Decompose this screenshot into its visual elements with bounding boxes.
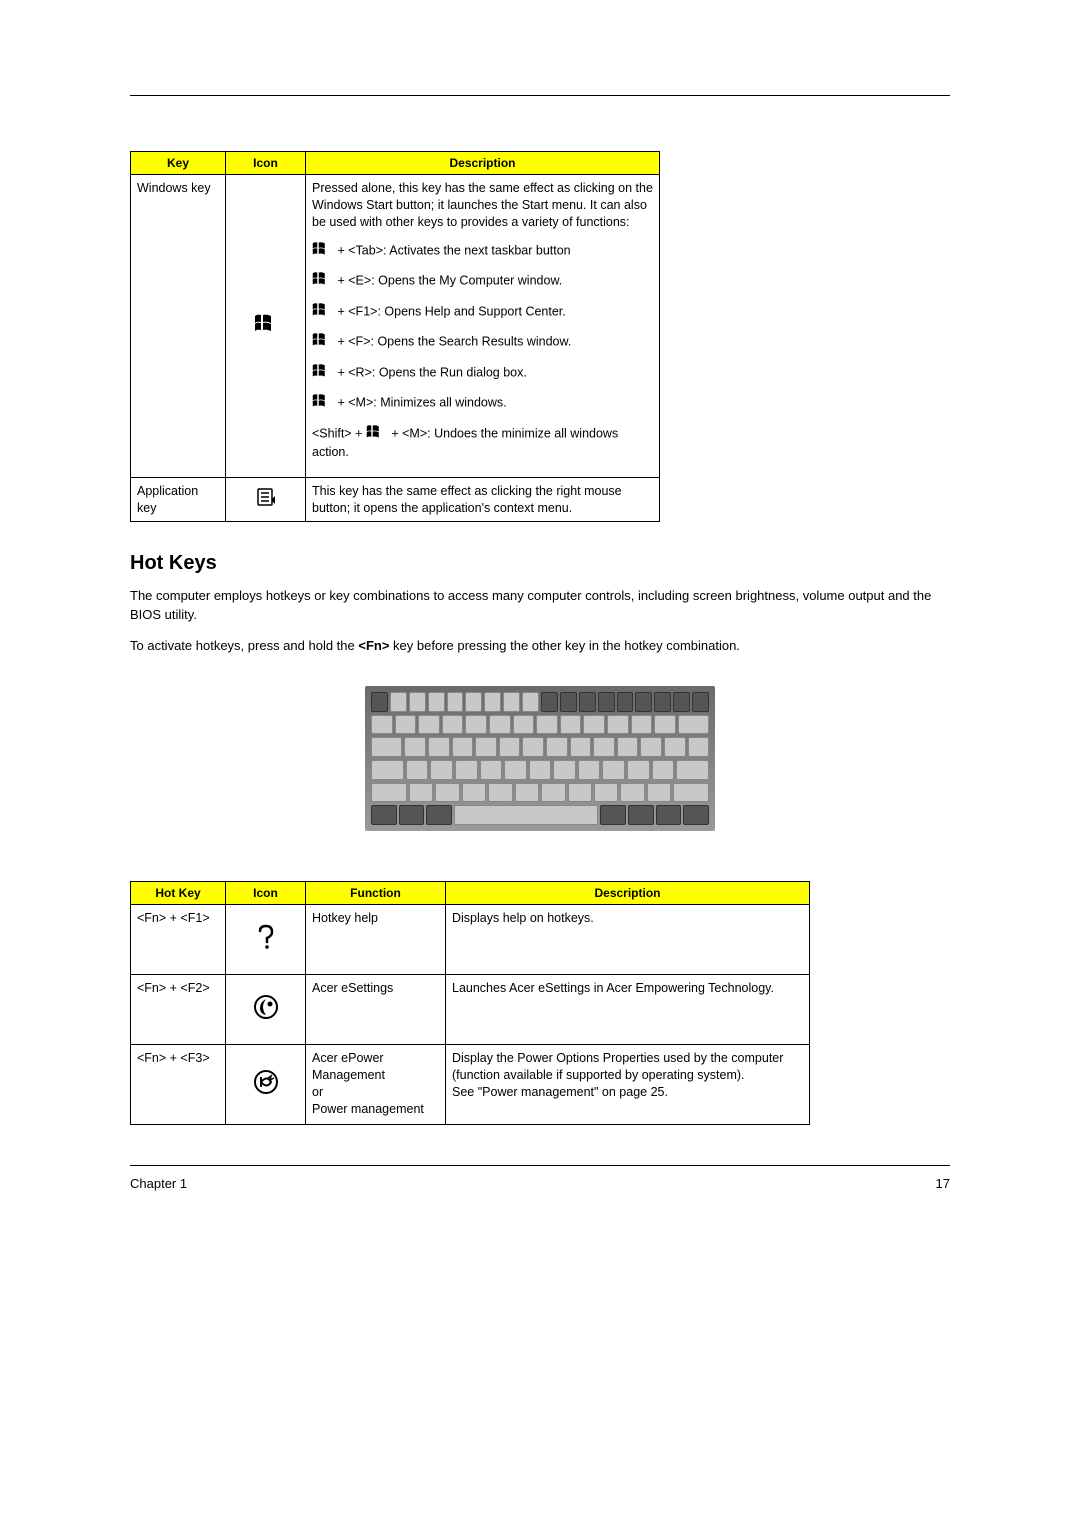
page-footer: Chapter 1 17: [130, 1176, 950, 1191]
shortcut-text: + <F1>: Opens Help and Support Center.: [337, 304, 565, 318]
esettings-icon: [253, 1009, 279, 1023]
icon-cell: [226, 477, 306, 522]
para2-post: key before pressing the other key in the…: [389, 638, 739, 653]
desc-intro: Pressed alone, this key has the same eff…: [312, 180, 653, 231]
shortcut-text: + <Tab>: Activates the next taskbar butt…: [337, 243, 570, 257]
footer-rule: [130, 1165, 950, 1166]
function-cell: Acer ePower Management or Power manageme…: [306, 1044, 446, 1124]
windows-logo-icon: [312, 241, 330, 262]
shortcut-line: <Shift> + + <M>: Undoes the minimize all…: [312, 424, 653, 462]
col-icon: Icon: [226, 152, 306, 175]
para2-pre: To activate hotkeys, press and hold the: [130, 638, 358, 653]
hot-keys-para-1: The computer employs hotkeys or key comb…: [130, 587, 950, 625]
shortcut-text: + <F>: Opens the Search Results window.: [337, 335, 571, 349]
hot-keys-para-2: To activate hotkeys, press and hold the …: [130, 637, 950, 656]
windows-logo-icon: [254, 313, 278, 338]
table-row: Application key This key has the same ef…: [131, 477, 660, 522]
epower-icon: [253, 1084, 279, 1098]
icon-cell: [226, 1044, 306, 1124]
icon-cell: [226, 175, 306, 478]
col-description: Description: [306, 152, 660, 175]
table-header-row: Hot Key Icon Function Description: [131, 881, 810, 904]
shortcut-line: + <F>: Opens the Search Results window.: [312, 332, 653, 353]
hotkey-cell: <Fn> + <F1>: [131, 904, 226, 974]
hot-keys-heading: Hot Keys: [130, 552, 950, 575]
shortcut-text: + <M>: Minimizes all windows.: [337, 396, 506, 410]
shortcut-line: + <E>: Opens the My Computer window.: [312, 271, 653, 292]
windows-logo-icon: [366, 424, 384, 445]
shortcut-prefix: <Shift> +: [312, 426, 362, 440]
application-key-icon: [255, 486, 277, 513]
function-cell: Acer eSettings: [306, 974, 446, 1044]
icon-cell: [226, 904, 306, 974]
description-cell: Display the Power Options Properties use…: [446, 1044, 810, 1124]
hotkey-cell: <Fn> + <F3>: [131, 1044, 226, 1124]
footer-page-number: 17: [936, 1176, 950, 1191]
windows-logo-icon: [312, 332, 330, 353]
col-key: Key: [131, 152, 226, 175]
col-description: Description: [446, 881, 810, 904]
shortcut-line: + <Tab>: Activates the next taskbar butt…: [312, 241, 653, 262]
header-rule: [130, 95, 950, 96]
key-cell: Application key: [131, 477, 226, 522]
shortcut-line: + <M>: Minimizes all windows.: [312, 393, 653, 414]
windows-logo-icon: [312, 363, 330, 384]
key-cell: Windows key: [131, 175, 226, 478]
description-cell: Displays help on hotkeys.: [446, 904, 810, 974]
footer-chapter: Chapter 1: [130, 1176, 187, 1191]
table-row: <Fn> + <F3> Acer ePower Management or Po…: [131, 1044, 810, 1124]
col-hotkey: Hot Key: [131, 881, 226, 904]
shortcut-line: + <R>: Opens the Run dialog box.: [312, 363, 653, 384]
question-mark-icon: [255, 940, 277, 954]
function-cell: Hotkey help: [306, 904, 446, 974]
table-row: Windows key Pressed alone, this key has …: [131, 175, 660, 478]
col-function: Function: [306, 881, 446, 904]
description-cell: Pressed alone, this key has the same eff…: [306, 175, 660, 478]
table-row: <Fn> + <F1> Hotkey help Displays help on…: [131, 904, 810, 974]
shortcut-text: + <E>: Opens the My Computer window.: [337, 274, 562, 288]
icon-cell: [226, 974, 306, 1044]
description-cell: Launches Acer eSettings in Acer Empoweri…: [446, 974, 810, 1044]
windows-logo-icon: [312, 271, 330, 292]
description-cell: This key has the same effect as clicking…: [306, 477, 660, 522]
para2-bold: <Fn>: [358, 638, 389, 653]
table-row: <Fn> + <F2> Acer eSettings Launches Acer…: [131, 974, 810, 1044]
special-keys-table: Key Icon Description Windows key Pressed…: [130, 151, 660, 522]
table-header-row: Key Icon Description: [131, 152, 660, 175]
keyboard-image: [365, 686, 715, 831]
shortcut-line: + <F1>: Opens Help and Support Center.: [312, 302, 653, 323]
windows-logo-icon: [312, 393, 330, 414]
hotkey-cell: <Fn> + <F2>: [131, 974, 226, 1044]
col-icon: Icon: [226, 881, 306, 904]
windows-logo-icon: [312, 302, 330, 323]
hotkeys-table: Hot Key Icon Function Description <Fn> +…: [130, 881, 810, 1125]
shortcut-text: + <R>: Opens the Run dialog box.: [337, 365, 526, 379]
